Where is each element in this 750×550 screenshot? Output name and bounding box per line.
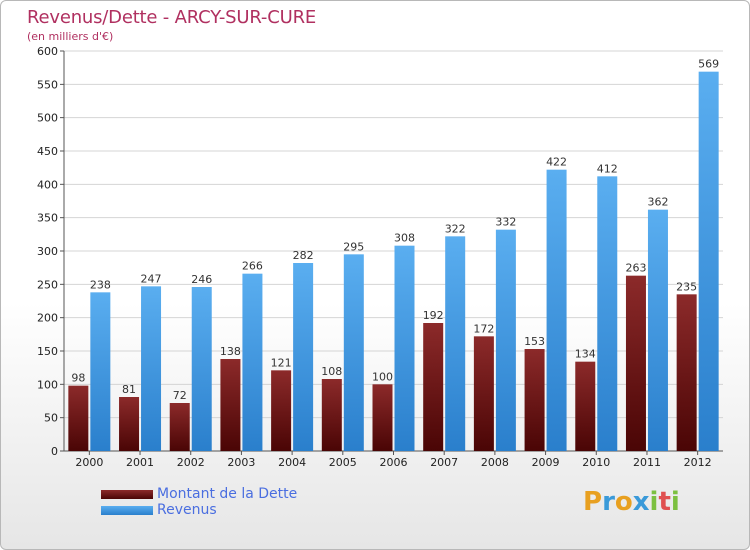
y-tick-label: 350 — [37, 212, 58, 225]
x-tick-label: 2012 — [684, 456, 712, 469]
chart-title: Revenus/Dette - ARCY-SUR-CURE — [27, 7, 317, 28]
bar-revenus — [293, 263, 314, 451]
bar-dette — [169, 403, 190, 451]
bar-revenus — [698, 71, 719, 452]
bar-dette — [271, 370, 292, 451]
y-tick-label: 300 — [37, 245, 58, 258]
data-label-revenus: 295 — [343, 240, 364, 253]
logo-letter: P — [583, 487, 603, 517]
bar-revenus — [191, 287, 212, 451]
x-tick-label: 2000 — [75, 456, 103, 469]
data-label-dette: 81 — [122, 383, 136, 396]
y-tick-label: 600 — [37, 45, 58, 58]
bar-dette — [524, 349, 545, 451]
data-label-revenus: 282 — [293, 249, 314, 262]
data-label-revenus: 332 — [495, 216, 516, 229]
bar-dette — [575, 361, 596, 451]
bar-dette — [220, 359, 241, 451]
y-tick-label: 450 — [37, 145, 58, 158]
y-tick-label: 50 — [44, 412, 58, 425]
bar-revenus — [394, 245, 415, 451]
data-label-revenus: 412 — [597, 162, 618, 175]
data-label-dette: 192 — [423, 309, 444, 322]
data-label-revenus: 247 — [141, 272, 162, 285]
y-tick-label: 550 — [37, 78, 58, 91]
x-tick-label: 2011 — [633, 456, 661, 469]
data-label-dette: 134 — [575, 348, 596, 361]
x-tick-label: 2010 — [582, 456, 610, 469]
y-tick-label: 0 — [51, 445, 58, 458]
x-tick-label: 2001 — [126, 456, 154, 469]
data-label-revenus: 322 — [445, 222, 466, 235]
data-label-dette: 108 — [321, 365, 342, 378]
bar-dette — [119, 397, 140, 451]
bar-revenus — [546, 169, 567, 451]
legend-swatch-revenus — [101, 506, 153, 515]
logo-letter: r — [602, 487, 615, 517]
data-label-dette: 72 — [173, 389, 187, 402]
data-label-revenus: 238 — [90, 278, 111, 291]
y-tick-label: 500 — [37, 112, 58, 125]
data-label-revenus: 422 — [546, 156, 567, 169]
y-tick-label: 400 — [37, 178, 58, 191]
x-tick-label: 2009 — [532, 456, 560, 469]
bar-revenus — [597, 176, 618, 452]
data-label-dette: 121 — [271, 356, 292, 369]
legend-label-revenus: Revenus — [157, 502, 217, 518]
y-tick-label: 100 — [37, 378, 58, 391]
bar-revenus — [343, 254, 364, 451]
logo-letter: o — [614, 487, 633, 517]
data-label-dette: 138 — [220, 345, 241, 358]
y-tick-label: 200 — [37, 312, 58, 325]
data-label-revenus: 246 — [191, 273, 212, 286]
bar-dette — [423, 323, 444, 451]
bar-revenus — [445, 236, 466, 451]
data-label-dette: 235 — [676, 280, 697, 293]
x-tick-label: 2003 — [227, 456, 255, 469]
bar-dette — [473, 336, 494, 451]
x-tick-label: 2008 — [481, 456, 509, 469]
legend-label-dette: Montant de la Dette — [157, 486, 298, 502]
bar-revenus — [141, 286, 162, 451]
chart-subtitle: (en milliers d'€) — [27, 30, 114, 43]
data-label-revenus: 569 — [698, 58, 719, 71]
data-label-dette: 153 — [524, 335, 545, 348]
data-label-revenus: 362 — [647, 196, 668, 209]
bar-dette — [321, 379, 342, 451]
data-label-dette: 100 — [372, 370, 393, 383]
x-tick-label: 2004 — [278, 456, 306, 469]
data-label-dette: 172 — [473, 322, 494, 335]
data-label-revenus: 308 — [394, 232, 415, 245]
x-tick-label: 2007 — [430, 456, 458, 469]
data-label-dette: 98 — [71, 372, 85, 385]
bar-dette — [625, 275, 646, 451]
legend-swatch-dette — [101, 490, 153, 499]
logo-letter: t — [658, 487, 671, 517]
data-label-revenus: 266 — [242, 260, 263, 273]
bar-revenus — [90, 292, 111, 451]
logo-letter: x — [632, 487, 650, 517]
logo-letter: i — [649, 487, 659, 517]
data-label-dette: 263 — [625, 262, 646, 275]
bar-revenus — [495, 229, 516, 451]
bar-revenus — [647, 209, 668, 451]
x-tick-label: 2005 — [329, 456, 357, 469]
bar-dette — [68, 385, 89, 451]
y-tick-label: 150 — [37, 345, 58, 358]
bar-dette — [372, 384, 393, 451]
bar-dette — [676, 294, 697, 451]
proxiti-logo: Proxiti — [583, 487, 680, 517]
x-tick-label: 2006 — [380, 456, 408, 469]
y-tick-label: 250 — [37, 278, 58, 291]
x-tick-label: 2002 — [177, 456, 205, 469]
logo-letter: i — [670, 487, 680, 517]
bar-revenus — [242, 273, 263, 451]
